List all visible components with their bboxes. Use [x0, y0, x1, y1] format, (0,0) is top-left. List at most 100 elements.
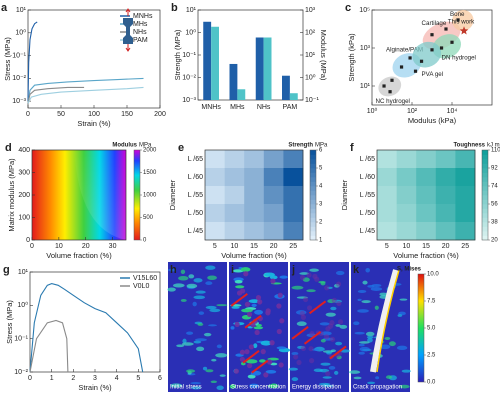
x-tick-label: 200: [154, 111, 166, 118]
colorbar-step: [310, 172, 316, 178]
y-axis-label: Stress (MPa): [5, 300, 14, 344]
stress-blob: [265, 369, 277, 374]
x-tick-label: 10⁴: [447, 108, 458, 115]
panel-letter: e: [178, 142, 184, 154]
x-tick-label: MHs: [230, 104, 245, 111]
y2-tick-label: 10²: [305, 29, 316, 36]
heat-cell: [377, 150, 397, 169]
colorbar-tick-label: 56: [491, 202, 498, 208]
heat-cell: [416, 222, 437, 241]
x-tick-label: 15: [422, 243, 430, 250]
stress-blob: [399, 298, 408, 301]
stress-blob: [193, 295, 206, 300]
image-caption: Crack propagation: [353, 385, 402, 391]
y2-axis-label: Modulus (MPa): [319, 30, 328, 81]
y-tick-label: 10⁵: [359, 7, 370, 14]
material-region: [412, 41, 442, 68]
stress-blob: [249, 383, 259, 388]
stress-blob: [167, 268, 177, 272]
heat-cell: [377, 204, 397, 223]
stress-blob: [192, 301, 197, 307]
stress-blob: [288, 367, 299, 371]
colorbar-step: [482, 150, 488, 155]
y-tick-label: L /55: [360, 192, 375, 199]
pull-arrow-up: [125, 8, 131, 16]
heat-cell: [244, 150, 265, 169]
y-tick-label: L /45: [188, 228, 203, 235]
stress-blob: [358, 351, 365, 355]
y-tick-label: 300: [18, 169, 30, 176]
stress-blob: [251, 303, 257, 307]
particle: [276, 303, 282, 309]
y-tick-label: 10¹: [18, 269, 29, 276]
stress-blob: [203, 332, 212, 337]
heat-cell: [435, 222, 456, 241]
scatter-point: [439, 46, 444, 50]
hotspot: [251, 359, 269, 374]
stress-blob: [211, 358, 217, 362]
colorbar-step: [310, 163, 316, 169]
particle: [243, 271, 249, 277]
stress-blob: [194, 338, 207, 342]
stress-blob: [379, 292, 388, 296]
colorbar-step: [310, 154, 316, 160]
image-caption: Initial stress: [170, 385, 202, 391]
stress-blob: [353, 376, 362, 380]
stress-blob: [330, 306, 337, 311]
y-tick-label: 10⁰: [15, 29, 26, 37]
stress-blob: [291, 285, 304, 290]
y2-tick-label: 10³: [305, 7, 316, 14]
heat-cell: [283, 222, 304, 241]
colorbar-tick-label: 1000: [143, 193, 157, 199]
colorbar-step: [482, 168, 488, 173]
colorbar-tick-label: 5.0: [427, 326, 436, 332]
particle: [329, 336, 336, 342]
x-tick-label: MNHs: [201, 104, 221, 111]
heat-cell: [205, 222, 225, 241]
particle: [336, 300, 342, 307]
colorbar-step: [482, 177, 488, 182]
y-tick-label: 400: [18, 147, 30, 154]
stress-blob: [231, 306, 240, 309]
particle: [247, 363, 253, 369]
star-point: [459, 26, 469, 35]
x-axis-label: Strain (%): [78, 383, 112, 392]
particle: [277, 292, 283, 298]
particle: [234, 321, 240, 327]
x-tick-label: 20: [270, 243, 278, 250]
y-tick-label: 10⁻¹: [12, 52, 26, 59]
stress-blob: [366, 335, 374, 339]
panel-letter: f: [350, 142, 354, 154]
stress-blob: [193, 340, 202, 344]
scatter-point: [419, 59, 424, 63]
stress-blob: [216, 304, 228, 307]
heat-cell: [455, 222, 476, 241]
colorbar-tick-label: 7.5: [427, 299, 436, 305]
stress-blob: [319, 322, 330, 326]
y-axis-label: Matrix modulus (MPa): [7, 158, 16, 232]
colorbar-tick-label: 110: [491, 148, 500, 154]
colorbar-step: [310, 213, 316, 218]
heat-cell: [416, 204, 437, 223]
colorbar-frame: [309, 149, 317, 241]
particle: [240, 288, 246, 294]
heat-cell: [244, 186, 265, 205]
x-tick-label: 2: [71, 375, 75, 382]
x-tick-label: 30: [109, 243, 117, 250]
stress-blob: [205, 281, 213, 286]
stress-blob: [216, 344, 222, 349]
colorbar-frame: [481, 149, 489, 241]
stress-blob: [167, 287, 176, 292]
stress-blob: [358, 341, 370, 344]
stress-blob: [306, 289, 316, 293]
colorbar-tick-label: 10.0: [427, 272, 439, 278]
x-tick-label: 0: [26, 111, 30, 118]
scatter-point: [382, 84, 386, 88]
y-tick-label: L /45: [360, 228, 375, 235]
colorbar-step: [482, 159, 488, 164]
legend-label: MHs: [133, 21, 148, 28]
stress-blob: [401, 369, 411, 373]
heat-cell: [263, 150, 284, 169]
colorbar-step: [310, 217, 316, 223]
stress-blob: [270, 362, 278, 366]
